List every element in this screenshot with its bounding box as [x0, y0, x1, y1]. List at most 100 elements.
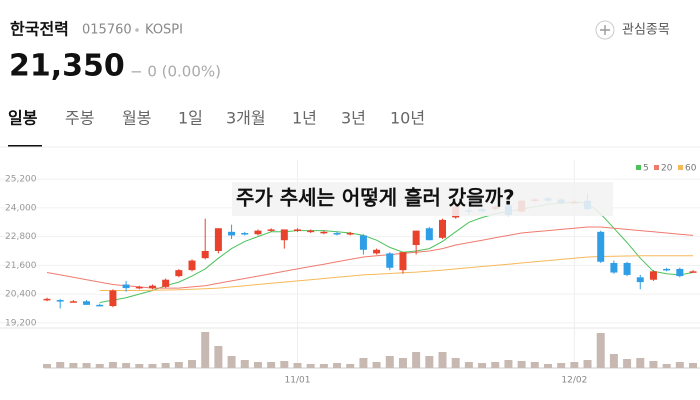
volume-bar	[161, 363, 170, 368]
candle-body	[663, 268, 671, 271]
candle-body	[346, 233, 354, 235]
candle-body	[43, 298, 51, 301]
candle-body	[293, 229, 301, 231]
volume-bar	[596, 333, 605, 368]
candle-body	[320, 231, 328, 234]
tab[interactable]: 일봉	[8, 109, 38, 128]
volume-bar	[649, 361, 658, 368]
watch-icon[interactable]	[595, 20, 615, 40]
volume-bar	[135, 364, 144, 368]
volume-bar	[280, 361, 289, 368]
candle-body	[412, 230, 420, 245]
title-box	[232, 182, 613, 216]
legend-label: 20	[661, 164, 673, 174]
candle-body	[254, 230, 262, 235]
volume-bar	[609, 354, 618, 368]
watch-button[interactable]: 관심종목	[595, 20, 670, 40]
volume-bar	[623, 359, 632, 368]
legend-swatch	[636, 165, 641, 170]
y-tick-label: 25,200	[5, 175, 37, 185]
tab[interactable]: 1일	[178, 109, 203, 128]
candle-body	[175, 270, 183, 277]
price: 21,350	[9, 49, 125, 84]
volume-bar	[636, 358, 645, 368]
volume-bar	[451, 358, 460, 368]
tab[interactable]: 10년	[390, 109, 425, 128]
candle-body	[148, 285, 156, 289]
candle-body	[201, 250, 209, 259]
volume-bar	[543, 364, 552, 368]
volume-bar	[491, 362, 500, 368]
watch-label[interactable]: 관심종목	[622, 23, 670, 38]
y-tick-label: 22,800	[5, 232, 37, 242]
legend-swatch	[678, 165, 683, 170]
volume-bar	[675, 362, 684, 368]
volume-bar	[43, 364, 51, 368]
volume-bar	[69, 363, 78, 368]
candle-body	[188, 260, 196, 271]
candle-body	[307, 230, 315, 233]
volume-bar	[214, 346, 223, 368]
candle-body	[597, 231, 605, 262]
candle-body	[83, 301, 91, 305]
candle-body	[676, 268, 684, 277]
tab[interactable]: 1년	[292, 109, 317, 128]
ma-line	[46, 226, 694, 289]
candle-body	[689, 271, 697, 273]
candle-body	[241, 233, 249, 235]
chart-title: 주가 추세는 어떻게 흘러 갔을까?	[236, 186, 515, 210]
volume-bar	[188, 360, 197, 368]
volume-bar	[346, 364, 355, 368]
volume-bar	[464, 362, 473, 368]
tab[interactable]: 3년	[341, 109, 366, 128]
volume-bar	[56, 362, 65, 368]
volume-bar	[359, 358, 368, 368]
stock-code: 015760	[82, 23, 132, 38]
y-tick-label: 24,000	[5, 203, 37, 213]
volume-bar	[333, 363, 342, 368]
volume-bar	[398, 358, 407, 368]
candle-body	[280, 229, 288, 241]
volume-bar	[293, 363, 302, 368]
candle-body	[399, 252, 407, 271]
candle-body	[214, 228, 222, 251]
volume-bar	[319, 364, 328, 368]
legend-label: 60	[685, 164, 697, 174]
volume-bar	[82, 363, 91, 368]
volume-bar	[227, 356, 236, 368]
volume-bar	[240, 360, 249, 368]
legend-label: 5	[643, 164, 649, 174]
y-tick-label: 20,400	[5, 290, 37, 300]
candle-body	[386, 253, 394, 268]
tab[interactable]: 3개월	[226, 109, 266, 128]
volume-bar	[662, 364, 671, 368]
volume-bar	[148, 364, 157, 368]
change: − 0 (0.00%)	[130, 63, 221, 81]
x-tick-label: 11/01	[285, 376, 311, 386]
tab[interactable]: 월봉	[122, 109, 151, 128]
volume-bar	[478, 363, 487, 368]
volume-bar	[385, 356, 394, 368]
candle-body	[333, 233, 341, 235]
stock-name: 한국전력	[10, 20, 69, 39]
volume-bar	[583, 360, 592, 368]
candle-body	[425, 228, 433, 241]
candle-body	[623, 262, 631, 275]
candle-body	[162, 279, 170, 287]
volume-bar	[201, 332, 210, 368]
candle-body	[267, 229, 275, 231]
volume-bar	[253, 362, 262, 368]
volume-bar	[517, 361, 526, 368]
x-tick-label: 12/02	[561, 376, 587, 386]
volume-bar	[174, 362, 183, 368]
tab[interactable]: 주봉	[65, 109, 94, 128]
candle-body	[610, 262, 618, 273]
legend: 5 20 60	[636, 164, 697, 174]
volume-bar	[306, 364, 315, 368]
candle-body	[122, 284, 130, 289]
volume-bar	[504, 360, 513, 368]
volume-bar	[689, 363, 697, 368]
volume-bar	[412, 352, 421, 368]
